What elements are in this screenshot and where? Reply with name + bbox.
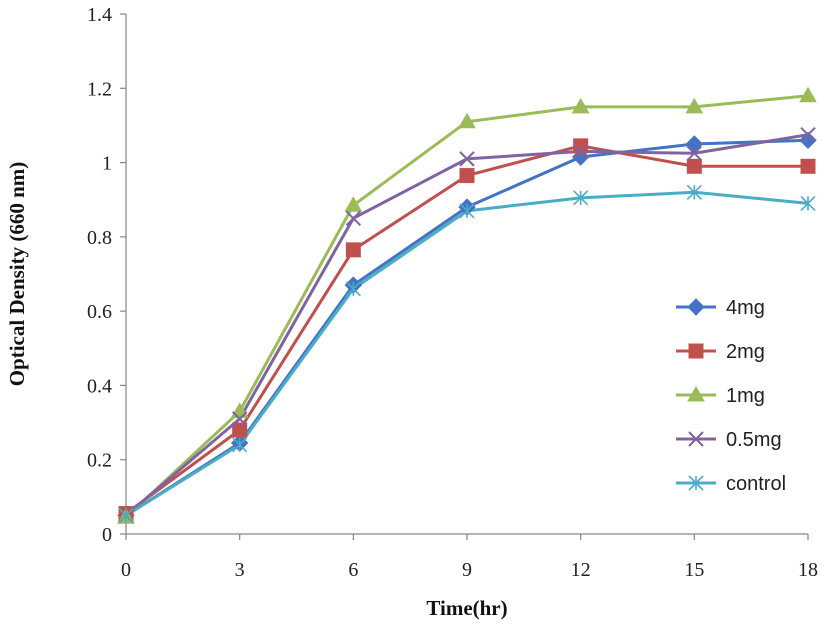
data-point-control (459, 203, 475, 219)
legend-marker (688, 475, 704, 491)
data-point-2mg (232, 422, 248, 438)
legend-item-1mg: 1mg (676, 385, 765, 407)
x-tick-label: 12 (571, 559, 591, 581)
data-point-1mg (799, 86, 817, 103)
data-point-2mg (459, 168, 475, 184)
legend: 4mg 2mg 1mg 0.5mg control (676, 297, 786, 495)
marker-stroke (345, 210, 362, 226)
data-point-4mg (799, 131, 817, 149)
legend-label: 1mg (726, 385, 765, 407)
y-tick-label: 0.6 (87, 301, 112, 323)
data-point-2mg (573, 138, 589, 154)
data-point-0-5mg (800, 127, 816, 143)
marker-stroke (688, 431, 704, 447)
x-tick-label: 18 (798, 559, 818, 581)
legend-label: 4mg (726, 297, 765, 319)
marker-stroke (572, 143, 589, 160)
series-line-4mg (125, 138, 809, 517)
data-point-0-5mg (572, 143, 589, 160)
data-point-1mg (344, 196, 363, 212)
data-point-control (573, 190, 589, 206)
y-tick-label: 1.4 (87, 4, 112, 26)
data-point-0-5mg (459, 151, 475, 167)
legend-label: 2mg (726, 341, 765, 363)
x-tick-label: 6 (348, 559, 358, 581)
marker-stroke (459, 151, 475, 167)
legend-item-2mg: 2mg (676, 341, 765, 363)
y-tick-label: 0.2 (87, 450, 112, 472)
series-line-control (125, 190, 809, 517)
legend-item-4mg: 4mg (676, 297, 765, 319)
y-tick-label: 1.2 (87, 78, 112, 100)
legend-item-0-5mg: 0.5mg (676, 429, 782, 451)
legend-marker (688, 431, 704, 447)
data-point-1mg (458, 112, 476, 129)
x-tick-label: 15 (684, 559, 704, 581)
series-markers (117, 86, 817, 525)
marker-stroke (686, 145, 703, 161)
data-point-0-5mg (345, 210, 362, 226)
series-line-0-5mg (125, 133, 809, 517)
data-point-control (118, 507, 134, 523)
y-tick-label: 1 (102, 153, 112, 175)
legend-label: 0.5mg (726, 429, 782, 451)
legend-marker (687, 298, 705, 316)
legend-label: control (726, 473, 786, 495)
y-tick-label: 0 (102, 524, 112, 546)
data-point-control (686, 184, 702, 200)
data-point-2mg (800, 158, 816, 174)
data-point-4mg (685, 135, 704, 153)
data-point-control (345, 281, 361, 297)
y-tick-label: 0.4 (87, 375, 112, 397)
x-tick-label: 3 (235, 559, 245, 581)
x-axis-title: Time(hr) (426, 596, 507, 620)
x-tick-label: 0 (121, 559, 131, 581)
data-point-2mg (345, 242, 361, 258)
data-point-0-5mg (686, 145, 703, 161)
y-tick-label: 0.8 (87, 227, 112, 249)
data-point-control (232, 437, 248, 453)
data-point-1mg (685, 97, 704, 114)
data-point-control (800, 195, 816, 211)
y-axis-title: Optical Density (660 nm) (5, 162, 29, 387)
data-point-0-5mg (231, 411, 248, 427)
tick-labels: 0 0.2 0.4 0.6 0.8 1 1.2 1.4 0 3 6 9 12 15 18 (87, 4, 818, 581)
axes (120, 13, 809, 540)
legend-marker (687, 385, 705, 402)
legend-item-control: control (676, 473, 786, 495)
legend-marker (688, 343, 704, 359)
marker-stroke (231, 411, 248, 427)
x-tick-label: 9 (462, 559, 472, 581)
data-point-2mg (686, 158, 702, 174)
data-point-1mg (571, 97, 590, 114)
marker-stroke (800, 127, 816, 143)
